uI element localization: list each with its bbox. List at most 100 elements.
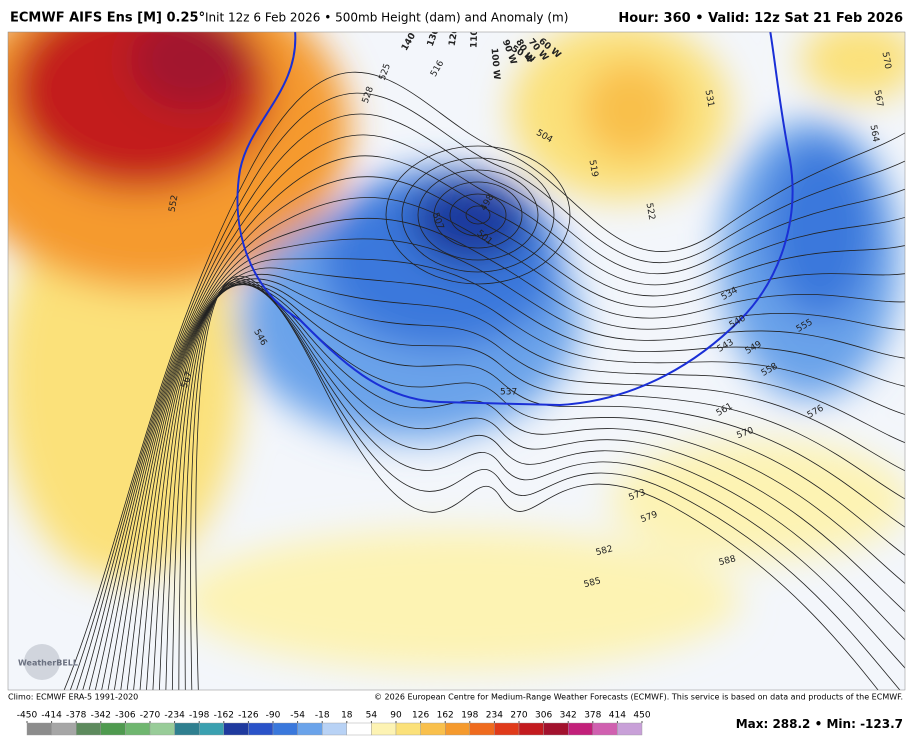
max-min: Max: 288.2 • Min: -123.7 (736, 717, 903, 731)
anomaly-area (410, 175, 530, 265)
min-label: Min: (826, 717, 855, 731)
max-label: Max: (736, 717, 769, 731)
colorbar-swatch (469, 722, 495, 736)
colorbar-swatch (395, 722, 421, 736)
copyright: © 2026 European Centre for Medium-Range … (374, 693, 903, 702)
height-contour (107, 218, 905, 690)
height-contour (449, 193, 507, 237)
anomaly-area (180, 530, 740, 670)
colorbar-swatch (272, 722, 298, 736)
map: 140 W 130 W 120 W 110 W 100 W 90 W 80 W … (8, 16, 905, 690)
colorbar-swatch (75, 722, 101, 736)
colorbar-swatch (51, 722, 77, 736)
colorbar-swatch (420, 722, 446, 736)
valid-label: Valid: (708, 11, 750, 26)
contour-label: 537 (500, 388, 517, 398)
colorbar-tick-label: -198 (189, 711, 210, 721)
hour-label: Hour: (618, 11, 659, 26)
colorbar-swatch (322, 722, 348, 736)
valid: 12z Sat 21 Feb 2026 (754, 11, 903, 26)
height-contour (94, 176, 905, 690)
colorbar-swatch (617, 722, 643, 736)
subtitle: Init 12z 6 Feb 2026 • 500mb Height (dam)… (205, 11, 568, 25)
colorbar-swatch (248, 722, 274, 736)
colorbar-tick-label: 306 (535, 711, 552, 721)
contour-label: 567 (872, 89, 885, 108)
climo-note: Climo: ECMWF ERA-5 1991-2020 (8, 693, 138, 702)
colorbar-tick-label: -162 (214, 711, 234, 721)
contour-label: 564 (868, 124, 881, 143)
separator: • (695, 11, 703, 26)
colorbar-tick-label: -270 (140, 711, 161, 721)
max-value: 288.2 (772, 717, 810, 731)
colorbar-tick-label: -414 (41, 711, 62, 721)
logo-text: WeatherBELL (18, 659, 78, 668)
colorbar-tick-label: -18 (315, 711, 330, 721)
separator: • (815, 717, 823, 731)
colorbar-tick-label: 18 (341, 711, 353, 721)
colorbar-swatch (198, 722, 224, 736)
valid-info: Hour: 360 • Valid: 12z Sat 21 Feb 2026 (618, 11, 903, 26)
colorbar-swatch (371, 722, 397, 736)
height-contour (184, 280, 905, 690)
colorbar-swatch (494, 722, 520, 736)
colorbar-swatch (223, 722, 249, 736)
height-contour (113, 238, 905, 690)
height-contour (433, 181, 523, 249)
anomaly-area (580, 60, 680, 160)
colorbar-tick-label: -126 (238, 711, 259, 721)
height-contour (385, 145, 571, 285)
height-contour (126, 267, 905, 690)
colorbar-swatch (174, 722, 200, 736)
colorbar-tick-label: 342 (560, 711, 577, 721)
height-contour (178, 282, 905, 690)
hour: 360 (664, 11, 691, 26)
colorbar-swatch (346, 722, 372, 736)
height-contour (152, 283, 905, 690)
colorbar-tick-label: -90 (266, 711, 281, 721)
height-contours (63, 71, 905, 690)
colorbar-tick-label: -342 (91, 711, 111, 721)
contour-label: 582 (595, 544, 614, 558)
colorbar-tick-label: -54 (290, 711, 305, 721)
map-frame (7, 31, 906, 691)
colorbar-swatch (297, 722, 323, 736)
colorbar-tick-label: 414 (609, 711, 626, 721)
anomaly-area (800, 32, 905, 100)
colorbar-swatch (26, 722, 52, 736)
contour-label: 570 (880, 51, 893, 70)
height-contour (195, 275, 879, 690)
contour-label: 585 (583, 576, 602, 590)
colorbar-swatch (592, 722, 618, 736)
height-contour (63, 71, 905, 690)
colorbar-tick-label: 198 (461, 711, 478, 721)
colorbar-tick-label: -306 (115, 711, 136, 721)
colorbar-tick-label: 270 (510, 711, 527, 721)
height-contour (401, 157, 555, 273)
colorbar: -450 -414 -378 -342 -306 -270 -234 -198 -162 -126… (17, 711, 651, 736)
height-contour (190, 278, 901, 690)
colorbar-swatch (149, 722, 175, 736)
contour-label: 522 (644, 202, 657, 221)
contour-label: 588 (718, 554, 737, 568)
height-contour (158, 284, 905, 690)
height-contour (146, 281, 905, 690)
height-contour (171, 283, 905, 690)
height-contour (417, 169, 539, 261)
anomaly-field (8, 32, 905, 670)
contour-label: 552 (168, 194, 181, 213)
height-contour (465, 205, 491, 225)
logo: WeatherBELL (18, 644, 78, 680)
reference-contour (236, 32, 794, 407)
contour-label: 519 (587, 159, 600, 178)
colorbar-tick-label: -378 (66, 711, 87, 721)
logo-mark (24, 644, 60, 680)
colorbar-swatch (568, 722, 594, 736)
anomaly-area (765, 140, 875, 320)
height-contour (69, 92, 905, 690)
longitude-label: 110 W (470, 16, 481, 48)
colorbar-swatch (100, 722, 126, 736)
anomaly-area (130, 32, 250, 110)
longitude-label: 100 W (489, 48, 502, 81)
